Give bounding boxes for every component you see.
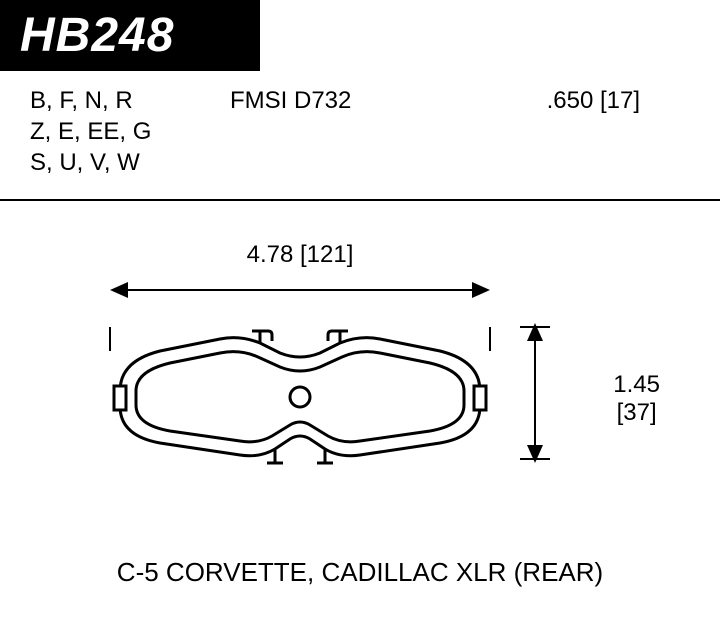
header-bar: HB248 bbox=[0, 0, 260, 71]
height-dimension: 1.45 [37] bbox=[613, 371, 660, 429]
height-mm-label: [37] bbox=[613, 399, 660, 428]
diagram-area: 4.78 [121] bbox=[0, 201, 720, 581]
brake-pad-outline bbox=[70, 271, 530, 491]
height-arrow-icon bbox=[520, 323, 550, 463]
thickness-value: .650 [17] bbox=[490, 85, 640, 116]
compounds-line: B, F, N, R bbox=[30, 85, 230, 116]
fmsi-code: FMSI D732 bbox=[230, 85, 490, 116]
compounds-column: B, F, N, R Z, E, EE, G S, U, V, W bbox=[30, 85, 230, 179]
height-in-label: 1.45 bbox=[613, 371, 660, 400]
compounds-line: Z, E, EE, G bbox=[30, 116, 230, 147]
fmsi-column: FMSI D732 bbox=[230, 85, 490, 179]
compounds-line: S, U, V, W bbox=[30, 147, 230, 178]
spec-row: B, F, N, R Z, E, EE, G S, U, V, W FMSI D… bbox=[0, 71, 720, 201]
thickness-column: .650 [17] bbox=[490, 85, 700, 179]
width-label: 4.78 [121] bbox=[110, 241, 490, 269]
application-label: C-5 CORVETTE, CADILLAC XLR (REAR) bbox=[0, 557, 720, 588]
part-number: HB248 bbox=[20, 8, 240, 63]
